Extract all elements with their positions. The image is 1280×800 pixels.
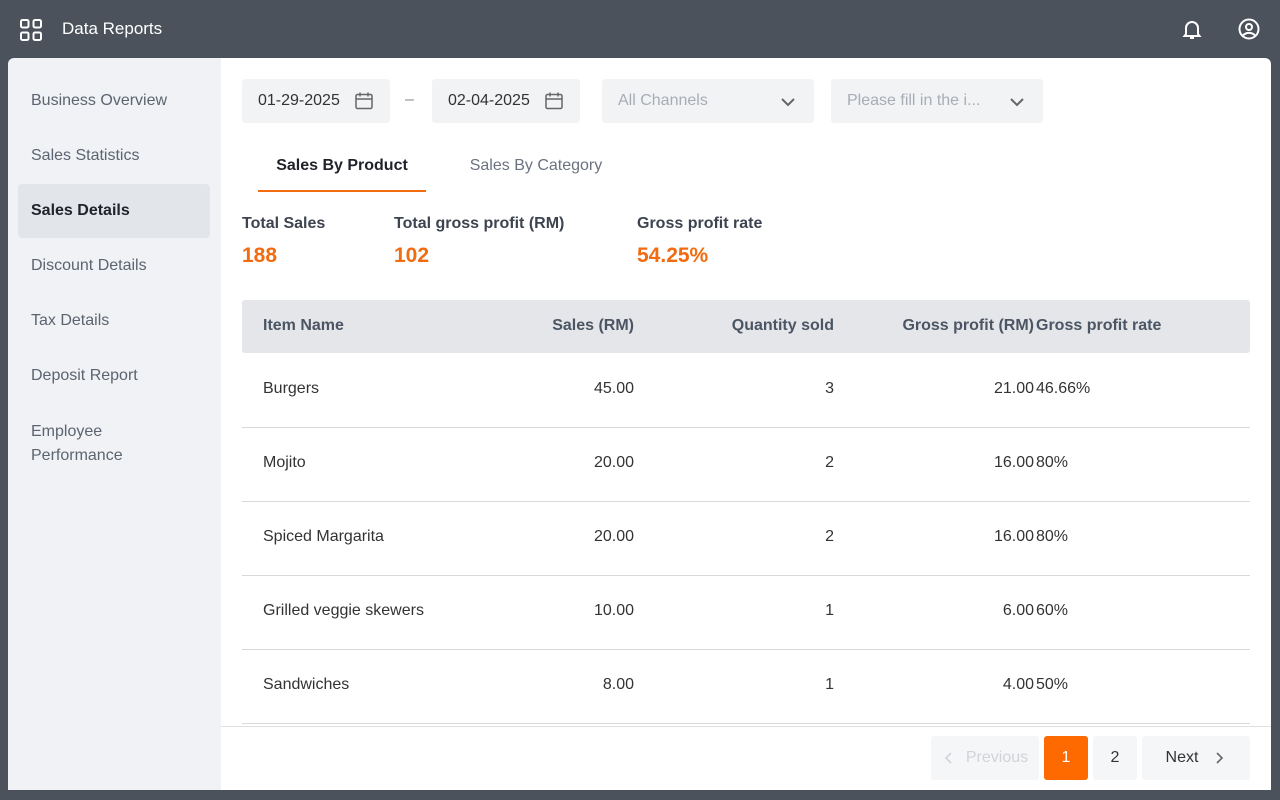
table-cell: Grilled veggie skewers [263,602,424,619]
summary-value: 188 [242,244,278,267]
table-cell: Mojito [263,454,306,471]
chevron-down [1010,98,1024,107]
table-cell: 3 [825,380,834,397]
summary-label: Gross profit rate [637,215,763,232]
page-button[interactable]: 1 [1044,736,1088,780]
table-cell: 2 [825,454,834,471]
table-cell: 21.00 [993,380,1034,397]
table-cell: 50% [1036,676,1069,693]
account-icon[interactable] [1238,18,1260,40]
channel-select[interactable]: All Channels [602,79,814,123]
table-cell: 16.00 [993,528,1034,545]
table-cell: 1 [825,602,834,619]
summary-label: Total Sales [242,215,326,232]
table-cell: 2 [825,528,834,545]
table-cell: 20.00 [593,528,634,545]
previous-label: Previous [965,749,1029,766]
main-panel: 01-29-2025 – 02-04-2025 All Channels Ple… [221,58,1271,790]
table-row: Mojito 20.00 2 16.00 80% [242,427,1250,502]
start-date[interactable]: 01-29-2025 [242,79,390,123]
next-button[interactable]: Next [1142,736,1250,780]
sidebar-item[interactable]: Sales Statistics [31,147,140,164]
previous-button: Previous [931,736,1039,780]
table-row: Grilled veggie skewers 10.00 1 6.00 60% [242,575,1250,650]
sidebar-item[interactable]: Tax Details [31,312,110,329]
table-cell: 1 [825,676,834,693]
sidebar-item[interactable]: Employee Performance [31,423,123,464]
tab[interactable]: Sales By Category [469,157,603,174]
calendar-icon [355,92,373,110]
table-cell: 45.00 [593,380,634,397]
table-cell: 60% [1036,602,1069,619]
sidebar-item[interactable]: Deposit Report [31,367,138,384]
table-row: Spiced Margarita 20.00 2 16.00 80% [242,501,1250,576]
column-header: Item Name [263,317,344,334]
top-bar: Data Reports [0,0,1280,58]
calendar-icon [545,92,563,110]
table-cell: Spiced Margarita [263,528,384,545]
table-cell: 6.00 [1002,602,1034,619]
filter-input[interactable]: Please fill in the i... [831,79,1043,123]
sidebar-item[interactable]: Sales Details [18,184,210,238]
table-cell: 4.00 [1002,676,1034,693]
sidebar-item[interactable]: Business Overview [31,92,168,109]
table-row: Sandwiches 8.00 1 4.00 50% [242,649,1250,724]
divider [221,726,1271,727]
chevron-left [944,752,952,764]
date-separator: – [405,91,414,108]
filter-placeholder: Please fill in the i... [847,92,981,109]
next-label: Next [1165,749,1199,766]
end-date-text: 02-04-2025 [448,92,530,109]
summary-value: 102 [394,244,430,267]
table-cell: 80% [1036,454,1069,471]
table-cell: 80% [1036,528,1069,545]
table-cell: Sandwiches [263,676,350,693]
column-header: Quantity sold [731,317,834,334]
summary-value: 54.25% [637,244,709,267]
column-header: Gross profit (RM) [902,317,1034,334]
table-row: Burgers 45.00 3 21.00 46.66% [242,353,1250,428]
column-header: Sales (RM) [552,317,634,334]
table-cell: 10.00 [593,602,634,619]
channel-text: All Channels [618,92,708,109]
app-title: Data Reports [62,19,163,38]
sidebar: Business Overview Sales Statistics Sales D… [8,58,221,790]
chevron-down [781,98,795,107]
notification-icon[interactable] [1181,18,1203,40]
column-header: Gross profit rate [1036,317,1162,334]
sidebar-item[interactable]: Discount Details [31,257,147,274]
table-header: Item Name Sales (RM) Quantity sold Gross pr… [242,300,1250,353]
page-button[interactable]: 2 [1093,736,1137,780]
table-cell: 46.66% [1036,380,1091,397]
apps-icon[interactable] [20,19,42,41]
start-date-text: 01-29-2025 [258,92,340,109]
summary-label: Total gross profit (RM) [394,215,565,232]
table-cell: 8.00 [602,676,634,693]
table-cell: 16.00 [993,454,1034,471]
tab[interactable]: Sales By Product [258,154,426,192]
table-cell: 20.00 [593,454,634,471]
table-cell: Burgers [263,380,320,397]
end-date[interactable]: 02-04-2025 [432,79,580,123]
chevron-right [1216,752,1224,764]
